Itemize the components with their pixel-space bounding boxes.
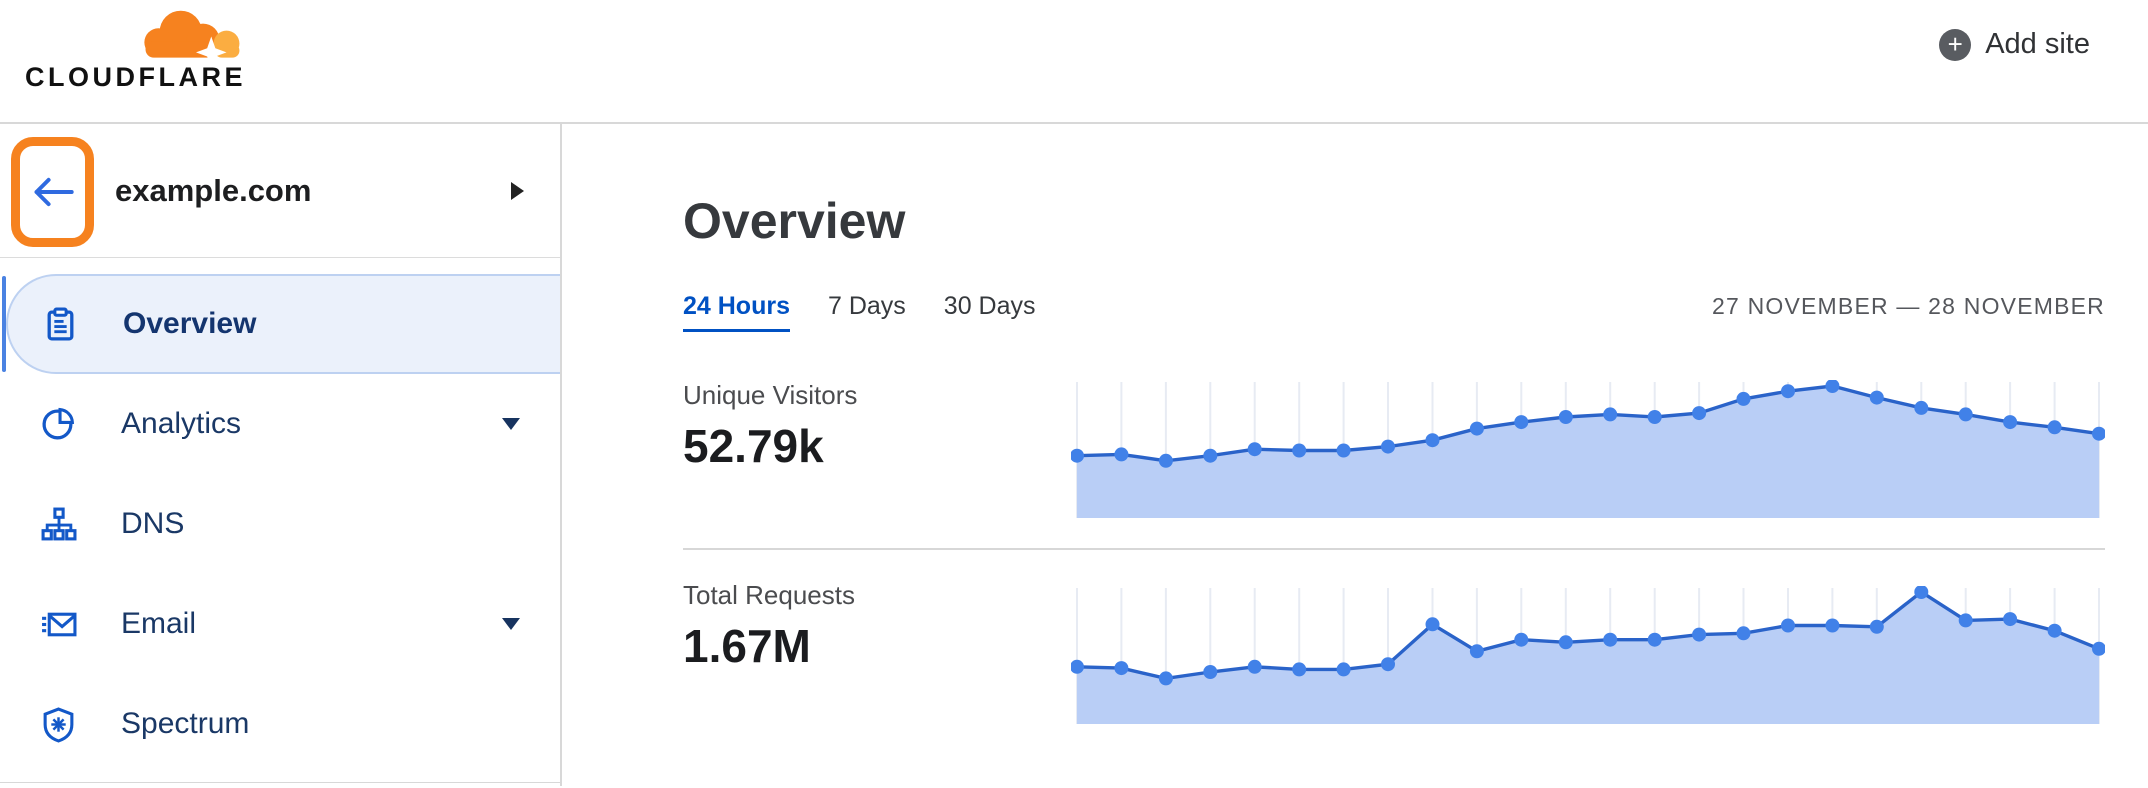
sidebar-item-overview[interactable]: Overview [2, 274, 560, 374]
sidebar-item-label: Email [121, 607, 197, 640]
metric-value: 1.67M [683, 620, 811, 672]
chevron-down-icon[interactable] [502, 618, 520, 630]
main-content: Overview 24 Hours 7 Days 30 Days 27 NOVE… [562, 124, 2148, 786]
arrow-left-icon [34, 177, 74, 207]
add-site-label: Add site [1985, 28, 2090, 60]
pie-chart-icon [42, 407, 74, 439]
sidebar-item-email[interactable]: Email [6, 574, 560, 674]
tab-30-days[interactable]: 30 Days [943, 292, 1036, 320]
chevron-right-icon[interactable] [511, 181, 524, 200]
unique-visitors-summary: Unique Visitors 52.79k [683, 358, 1071, 548]
tab-24-hours[interactable]: 24 Hours [683, 292, 790, 332]
metric-label: Unique Visitors [683, 380, 858, 410]
top-header: CLOUDFLARE + Add site [0, 0, 2148, 124]
cloudflare-logo[interactable]: CLOUDFLARE [25, 6, 265, 93]
sidebar-item-analytics[interactable]: Analytics [6, 374, 560, 474]
date-range-label: 27 NOVEMBER — 28 NOVEMBER [1712, 293, 2105, 319]
sidebar-item-dns[interactable]: DNS [6, 474, 560, 574]
sidebar-item-spectrum[interactable]: Spectrum [6, 674, 560, 774]
total-requests-row: Total Requests 1.67M [683, 548, 2106, 724]
cloudflare-cloud-icon [144, 10, 240, 60]
metric-value: 52.79k [683, 420, 824, 472]
plus-icon: + [1939, 28, 1972, 61]
sidebar-divider [0, 782, 560, 783]
sidebar-item-label: DNS [121, 507, 185, 540]
sidebar: example.com Overview [0, 124, 562, 786]
tab-7-days[interactable]: 7 Days [827, 292, 906, 320]
time-range-tabs: 24 Hours 7 Days 30 Days 27 NOVEMBER — 28… [683, 292, 2105, 332]
metric-label: Total Requests [683, 580, 855, 610]
total-requests-summary: Total Requests 1.67M [683, 550, 1071, 724]
page-title: Overview [683, 193, 906, 249]
sidebar-nav: Overview Analytics DNS [0, 258, 560, 783]
sidebar-item-label: Overview [123, 307, 257, 340]
add-site-button[interactable]: + Add site [1939, 28, 2090, 61]
sidebar-item-label: Analytics [121, 407, 242, 440]
cloudflare-wordmark: CLOUDFLARE [25, 62, 246, 92]
unique-visitors-row: Unique Visitors 52.79k [683, 358, 2106, 548]
clipboard-icon [47, 307, 74, 341]
active-accent-bar [2, 276, 6, 372]
shield-icon [43, 706, 74, 743]
total-requests-chart[interactable] [1070, 585, 2106, 724]
highlight-annotation [11, 137, 94, 247]
sitemap-icon [41, 507, 77, 540]
sidebar-item-label: Spectrum [121, 707, 250, 740]
site-header: example.com [0, 124, 560, 258]
site-name: example.com [115, 172, 312, 208]
back-button[interactable] [25, 164, 81, 220]
chevron-down-icon[interactable] [502, 418, 520, 430]
unique-visitors-chart[interactable] [1070, 379, 2106, 518]
envelope-icon [42, 612, 77, 636]
